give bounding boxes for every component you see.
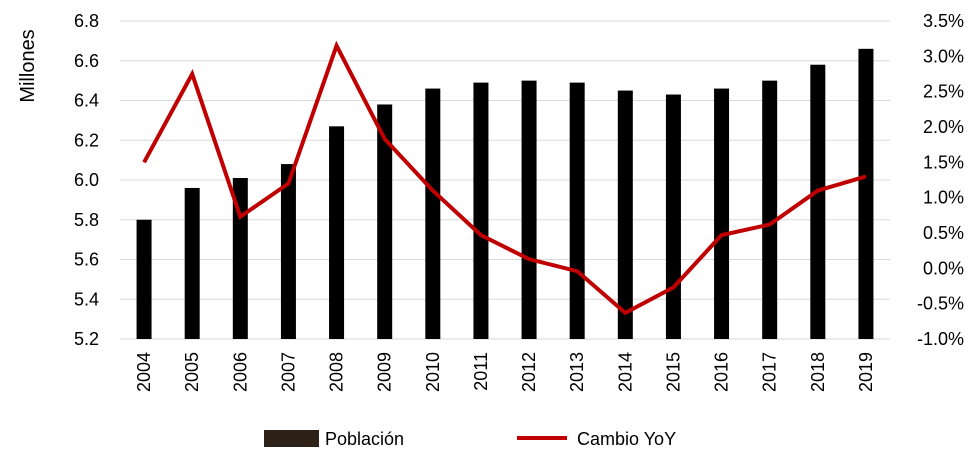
legend-swatch-poblacion <box>264 430 319 447</box>
x-tick-label: 2016 <box>712 352 732 392</box>
y2-tick-label: -1.0% <box>917 329 964 349</box>
legend: Población Cambio YoY <box>264 429 676 449</box>
bar <box>232 178 248 339</box>
y-axis-label: Millones <box>17 29 39 102</box>
line-path <box>142 40 867 316</box>
x-tick-label: 2008 <box>327 352 347 392</box>
x-tick-label: 2017 <box>760 352 780 392</box>
x-tick-label: 2018 <box>808 352 828 392</box>
x-tick-label: 2015 <box>663 352 683 392</box>
bar <box>329 126 345 340</box>
bar <box>377 104 393 339</box>
bar <box>473 82 489 340</box>
bar <box>521 80 537 339</box>
bar <box>810 64 826 339</box>
x-tick-label: 2013 <box>567 352 587 392</box>
y-tick-label: 6.4 <box>74 91 99 111</box>
y-tick-label: 5.6 <box>74 250 99 270</box>
y-tick-label: 5.4 <box>74 289 99 309</box>
grid-lines <box>120 20 890 340</box>
bar <box>762 80 778 339</box>
y-tick-label: 6.2 <box>74 130 99 150</box>
y2-tick-label: 2.5% <box>923 82 964 102</box>
x-tick-label: 2004 <box>134 352 154 392</box>
x-tick-label: 2014 <box>615 352 635 392</box>
legend-label-poblacion: Población <box>325 429 404 449</box>
y2-tick-label: 3.0% <box>923 46 964 66</box>
bar <box>184 187 200 339</box>
bar <box>425 88 441 339</box>
y2-tick-label: 1.5% <box>923 152 964 172</box>
y2-tick-label: 0.5% <box>923 223 964 243</box>
x-tick-label: 2011 <box>471 352 491 391</box>
y-tick-label: 5.2 <box>74 329 99 349</box>
y2-tick-label: -0.5% <box>917 294 964 314</box>
x-tick-label: 2009 <box>375 352 395 392</box>
legend-label-cambio-yoy: Cambio YoY <box>577 429 676 449</box>
bar <box>665 94 681 339</box>
x-tick-label: 2007 <box>278 352 298 392</box>
x-tick-label: 2005 <box>182 352 202 392</box>
bar-series-poblacion <box>136 48 874 340</box>
x-tick-label: 2010 <box>423 352 443 392</box>
bar <box>714 88 730 339</box>
x-axis-ticks: 2004 2005 2006 2007 2008 2009 2010 2011 2012 2013… <box>134 352 876 392</box>
bar <box>569 82 585 340</box>
bar <box>617 90 633 339</box>
y2-tick-label: 1.0% <box>923 188 964 208</box>
y-tick-label: 6.6 <box>74 51 99 71</box>
y2-tick-label: 3.5% <box>923 11 964 31</box>
line-series-cambio-yoy <box>142 40 867 316</box>
y-tick-label: 6.0 <box>74 170 99 190</box>
bar <box>280 164 296 339</box>
y2-tick-label: 0.0% <box>923 258 964 278</box>
y-axis-right-ticks: -1.0% -0.5% 0.0% 0.5% 1.0% 1.5% 2.0% 2.5% 3.0% 3.… <box>917 11 964 349</box>
bar <box>136 219 152 339</box>
bar <box>858 48 874 339</box>
y-axis-left-ticks: 5.2 5.4 5.6 5.8 6.0 6.2 6.4 6.6 6.8 <box>74 11 99 349</box>
x-tick-label: 2012 <box>519 352 539 392</box>
x-tick-label: 2006 <box>230 352 250 392</box>
y-tick-label: 5.8 <box>74 210 99 230</box>
y-tick-label: 6.8 <box>74 11 99 31</box>
x-tick-label: 2019 <box>856 352 876 392</box>
y2-tick-label: 2.0% <box>923 117 964 137</box>
